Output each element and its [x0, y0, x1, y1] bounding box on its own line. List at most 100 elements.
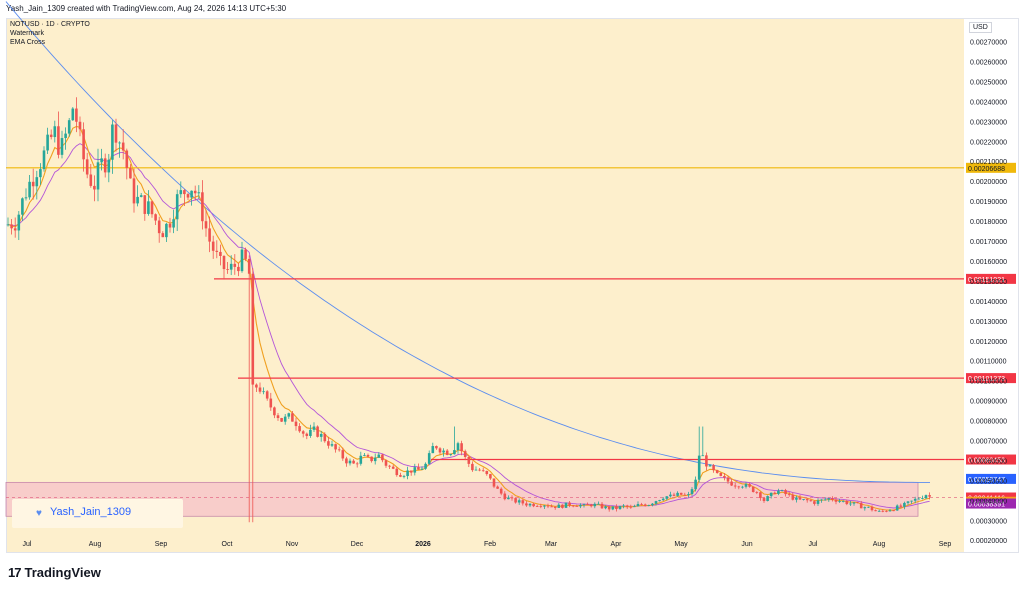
candle-body	[546, 505, 550, 507]
candle-body	[291, 413, 294, 422]
price-badge-0.00060453[interactable]	[966, 454, 1016, 465]
y-tick-label: 0.00040000	[970, 498, 1007, 505]
legend-watermark[interactable]: Watermark	[10, 30, 44, 37]
candle-body	[766, 496, 769, 502]
candle-body	[114, 124, 118, 143]
candle-body	[697, 455, 701, 480]
candle-body	[384, 460, 388, 466]
candle-body	[240, 249, 244, 272]
candle-body	[269, 398, 273, 408]
candle-body	[615, 506, 618, 510]
candle-body	[485, 471, 489, 475]
price-badge-text: 0.00060453	[968, 458, 1005, 465]
price-badge-text: 0.00050747	[968, 477, 1005, 484]
candle-body	[186, 194, 190, 198]
candle-body	[28, 181, 31, 198]
candle-body	[478, 469, 481, 471]
candle-body	[823, 499, 827, 501]
candle-body	[467, 456, 471, 464]
x-tick-label: Dec	[351, 541, 364, 548]
candle-body	[910, 500, 913, 502]
candle-body	[283, 416, 287, 422]
candle-body	[751, 486, 755, 492]
candle-body	[669, 494, 672, 497]
candle-body	[712, 465, 715, 471]
y-tick-label: 0.00090000	[970, 399, 1007, 406]
candle-body	[157, 220, 161, 234]
candle-body	[647, 505, 651, 506]
candle-body	[759, 492, 762, 499]
candle-body	[96, 162, 100, 190]
candle-body	[71, 108, 75, 121]
candle-body	[582, 504, 586, 506]
price-badge-0.00151021[interactable]	[966, 273, 1016, 284]
legend-ema-cross[interactable]: EMA Cross	[10, 39, 46, 46]
candle-body	[31, 181, 35, 187]
candle-body	[737, 486, 741, 488]
candle-body	[867, 506, 870, 508]
candle-body	[305, 433, 309, 436]
x-tick-label: Jul	[809, 541, 818, 548]
y-tick-label: 0.00070000	[970, 438, 1007, 445]
candle-body	[103, 158, 107, 173]
candle-body	[42, 150, 46, 170]
candle-body	[870, 506, 874, 511]
y-tick-label: 0.00200000	[970, 179, 1007, 186]
y-tick-label: 0.00230000	[970, 119, 1007, 126]
candle-body	[532, 503, 535, 507]
candle-body	[510, 497, 514, 499]
candle-body	[399, 475, 402, 477]
candle-body	[60, 138, 64, 155]
candle-body	[651, 503, 654, 506]
price-badge-0.00206688[interactable]	[966, 162, 1016, 173]
candle-body	[791, 494, 795, 500]
candle-body	[730, 481, 733, 486]
x-tick-label: Jul	[23, 541, 32, 548]
candle-body	[226, 269, 229, 270]
candle-body	[780, 490, 784, 491]
candle-body	[262, 391, 265, 393]
chart-legend: NOTUSD · 1D · CRYPTO Watermark EMA Cross	[10, 20, 90, 47]
candle-body	[928, 495, 931, 497]
candle-body	[49, 134, 53, 138]
legend-symbol[interactable]: NOTUSD · 1D · CRYPTO	[10, 21, 90, 28]
candle-body	[334, 444, 337, 450]
candle-body	[723, 475, 726, 478]
y-tick-label: 0.00170000	[970, 239, 1007, 246]
x-tick-label: Feb	[484, 541, 496, 548]
chart-header: Yash_Jain_1309 created with TradingView.…	[6, 4, 287, 13]
candle-body	[57, 126, 60, 155]
candle-body	[78, 121, 82, 130]
watermark-text: Yash_Jain_1309	[50, 506, 132, 518]
candle-body	[39, 169, 42, 178]
candle-body	[665, 496, 669, 499]
candle-body	[913, 498, 917, 501]
price-badge-0.00038391[interactable]	[966, 498, 1016, 509]
candle-body	[363, 454, 366, 456]
candle-body	[877, 510, 881, 512]
candle-body	[294, 421, 298, 427]
price-badge-0.00101273[interactable]	[966, 373, 1016, 384]
y-tick-label: 0.00140000	[970, 299, 1007, 306]
candle-body	[183, 190, 186, 195]
footer-brand[interactable]: 17 TradingView	[8, 565, 101, 580]
candle-body	[172, 219, 175, 228]
y-tick-label: 0.00050000	[970, 478, 1007, 485]
price-badge-0.00050747[interactable]	[966, 473, 1016, 484]
candle-body	[395, 468, 399, 476]
candle-body	[838, 501, 841, 502]
candle-body	[111, 124, 114, 160]
candle-body	[805, 499, 809, 501]
currency-label[interactable]: USD	[969, 22, 992, 33]
candle-body	[323, 433, 327, 442]
price-badge-text: 0.00038391	[968, 502, 1005, 509]
candle-body	[636, 504, 640, 507]
candle-body	[381, 454, 384, 461]
candle-body	[827, 498, 831, 500]
candle-body	[143, 195, 147, 214]
candle-body	[841, 501, 845, 502]
candle-body	[643, 504, 647, 506]
candle-body	[258, 387, 262, 392]
candle-body	[831, 498, 834, 500]
